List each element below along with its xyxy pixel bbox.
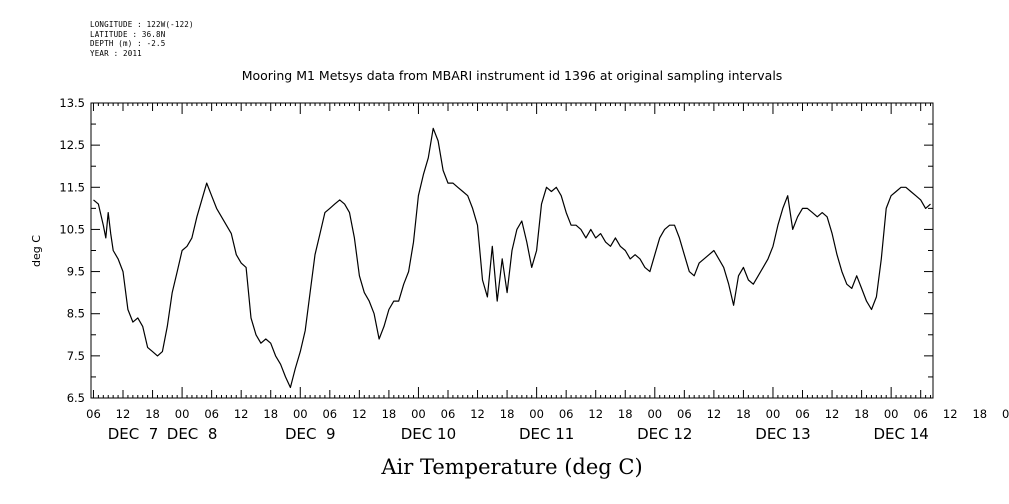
x-tick-label: 06 [795,407,810,421]
x-tick-label: 18 [145,407,160,421]
x-tick-label: 18 [382,407,397,421]
y-tick-label: 6.5 [67,391,85,405]
axes [91,102,933,399]
y-tick-label: 9.5 [67,265,85,279]
tick-labels: 6.5 7.5 8.5 9.5 10.5 11.5 12.5 13.5 06 12 18 00 06 12… [59,96,1009,443]
x-axis-label: Air Temperature (deg C) [380,455,642,479]
air-temperature-series-line [93,127,931,389]
x-tick-label: 12 [234,407,249,421]
x-day-label: DEC 13 [755,425,810,443]
x-tick-label: 00 [411,407,426,421]
x-tick-label: 18 [263,407,278,421]
x-day-label: DEC 9 [285,425,336,443]
x-tick-label: 00 [293,407,308,421]
x-tick-label: 12 [116,407,131,421]
x-tick-label: 12 [352,407,367,421]
y-tick-label: 13.5 [59,96,85,110]
x-tick-label: 18 [736,407,751,421]
x-tick-label: 06 [322,407,337,421]
year-label: YEAR : 2011 [90,48,142,58]
chart-title: Mooring M1 Metsys data from MBARI instru… [242,68,783,83]
x-tick-label: 12 [707,407,722,421]
x-tick-label: 18 [618,407,633,421]
x-tick-label: 18 [500,407,515,421]
x-tick-label: 12 [943,407,958,421]
x-tick-label: 06 [86,407,101,421]
x-tick-label: 12 [470,407,485,421]
y-tick-label: 11.5 [59,180,85,194]
y-tick-label: 8.5 [67,307,85,321]
y-tick-label: 12.5 [59,138,85,152]
x-tick-label: 12 [825,407,840,421]
x-tick-label: 18 [972,407,987,421]
x-tick-label: 06 [559,407,574,421]
longitude-label: LONGITUDE : 122W(-122) [90,20,194,29]
x-day-label: DEC 11 [519,425,574,443]
x-tick-label: 00 [175,407,190,421]
y-axis-label: deg C [30,235,43,267]
x-tick-label: 00 [1002,407,1009,421]
x-tick-label: 18 [854,407,869,421]
y-tick-label: 7.5 [67,349,85,363]
x-tick-label: 06 [913,407,928,421]
x-day-label: DEC 8 [167,425,218,443]
metadata-block: LONGITUDE : 122W(-122) LATITUDE : 36.8N … [90,20,194,58]
x-tick-label: 00 [766,407,781,421]
x-tick-label: 00 [647,407,662,421]
x-tick-label: 06 [441,407,456,421]
x-day-label: DEC 10 [401,425,456,443]
depth-label: DEPTH (m) : -2.5 [90,39,166,48]
x-tick-label: 00 [884,407,899,421]
x-day-label: DEC 12 [637,425,692,443]
x-tick-label: 12 [588,407,603,421]
x-day-label: DEC 14 [873,425,928,443]
x-tick-label: 06 [204,407,219,421]
latitude-label: LATITUDE : 36.8N [90,29,166,39]
x-tick-label: 06 [677,407,692,421]
x-day-label: DEC 7 [108,425,159,443]
x-tick-label: 00 [529,407,544,421]
y-tick-label: 10.5 [59,222,85,236]
